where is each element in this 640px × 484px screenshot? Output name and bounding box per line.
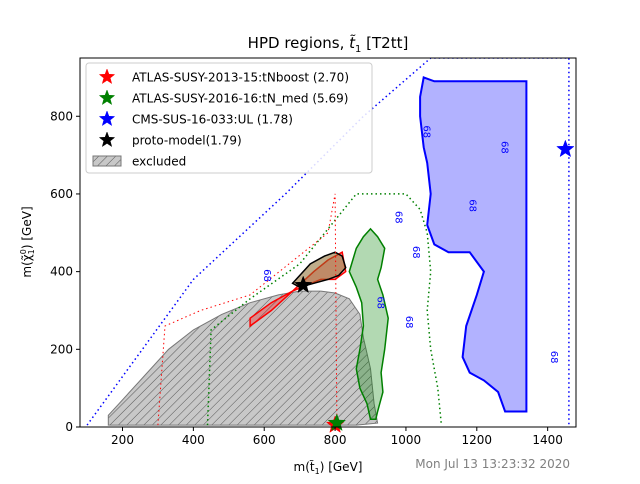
legend-hatch-swatch — [92, 155, 122, 167]
best-fit-star-3 — [293, 275, 313, 294]
legend-box — [85, 62, 373, 174]
contour-label: 68 — [392, 211, 403, 224]
x-tick-label: 800 — [324, 433, 347, 447]
x-tick-label: 1400 — [532, 433, 563, 447]
plot-frame — [79, 57, 577, 428]
plot-markers — [293, 139, 575, 433]
best-fit-star-2 — [556, 139, 575, 158]
cms-hpd-region — [419, 76, 528, 413]
y-tick-label: 0 — [65, 420, 73, 434]
contour-label: 68 — [410, 246, 421, 259]
legend-label-3: proto-model(1.79) — [132, 134, 242, 148]
atlas-2016-hpd-region — [348, 227, 389, 420]
x-tick-label: 1200 — [462, 433, 493, 447]
timestamp: Mon Jul 13 13:23:32 2020 — [415, 457, 570, 471]
legend-star-0 — [98, 68, 116, 85]
x-tick-label: 600 — [253, 433, 276, 447]
legend-star-2 — [98, 110, 116, 127]
contour-label: 68 — [467, 199, 478, 212]
atlas-2016-outer-bound — [206, 193, 443, 426]
legend-label-0: ATLAS-SUSY-2013-15:tNboost (2.70) — [132, 71, 349, 85]
atlas-2013-outer-bound — [157, 193, 338, 426]
cms-outer-bound — [86, 58, 570, 427]
y-tick-label: 200 — [50, 342, 73, 356]
legend: ATLAS-SUSY-2013-15:tNboost (2.70) ATLAS-S… — [85, 62, 373, 174]
x-tick-label: 400 — [182, 433, 205, 447]
legend-label-4: excluded — [132, 155, 186, 169]
plot-regions: 68 68 68 68 68 68 68 68 68 — [86, 58, 570, 427]
x-tick-label: 1000 — [391, 433, 422, 447]
x-axis-ticks: 200 400 600 800 1000 1200 1400 — [111, 427, 563, 447]
contour-label: 68 — [403, 316, 414, 329]
contour-label: 68 — [375, 296, 386, 309]
legend-star-3 — [98, 131, 116, 148]
y-axis-ticks: 0 200 400 600 800 — [50, 109, 80, 434]
excluded-region — [107, 290, 379, 426]
proto-model-hpd-region — [291, 251, 347, 289]
contour-label: 68 — [261, 269, 272, 282]
contour-label: 68 — [548, 351, 559, 364]
contour-label: 68 — [499, 141, 510, 154]
contour-label: 68 — [421, 125, 432, 138]
y-tick-label: 800 — [50, 109, 73, 123]
legend-star-1 — [98, 89, 116, 106]
x-axis-label: m(t̃1) [GeV] — [294, 460, 363, 476]
x-tick-label: 200 — [111, 433, 134, 447]
legend-label-2: CMS-SUS-16-033:UL (1.78) — [132, 113, 293, 127]
y-tick-label: 400 — [50, 265, 73, 279]
y-axis-label: m(χ̃10) [GeV] — [19, 206, 36, 277]
legend-label-1: ATLAS-SUSY-2016-16:tN_med (5.69) — [132, 92, 348, 106]
chart-title: HPD regions, t̃1 [T2tt] — [248, 33, 409, 55]
y-tick-label: 600 — [50, 187, 73, 201]
